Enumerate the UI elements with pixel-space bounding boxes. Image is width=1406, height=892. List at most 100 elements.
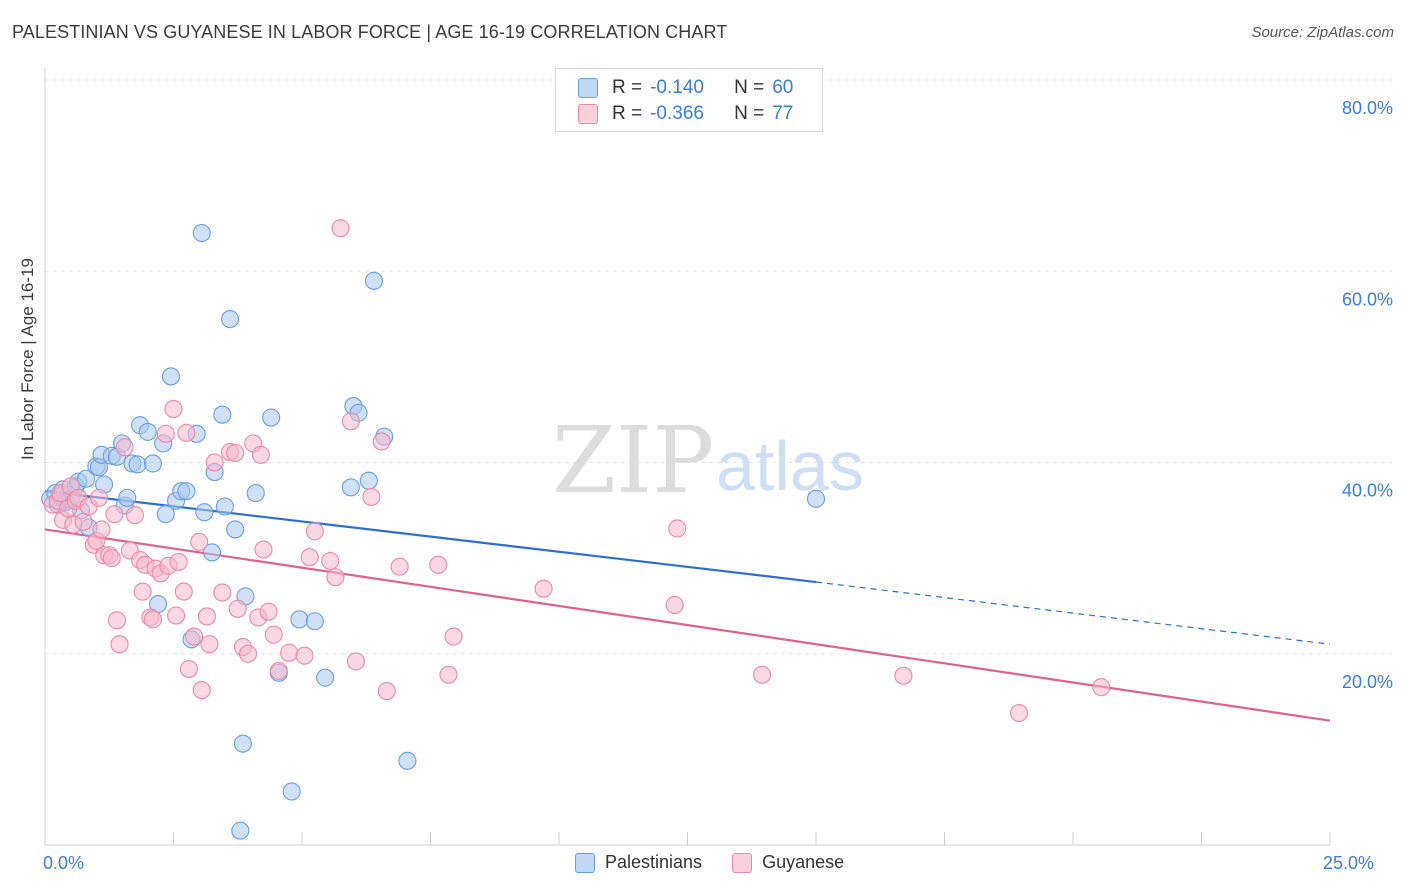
- guyanese-point: [179, 659, 198, 679]
- guyanese-point: [321, 551, 340, 571]
- guyanese-point: [228, 599, 247, 618]
- guyanese-point: [238, 644, 258, 663]
- n-value: 77: [772, 103, 794, 124]
- data-points: [41, 219, 1111, 840]
- guyanese-point: [200, 635, 219, 654]
- guyanese-point: [156, 424, 175, 443]
- guyanese-point: [269, 661, 288, 681]
- guyanese-point: [668, 519, 687, 538]
- palestinian-point: [226, 520, 245, 539]
- guyanese-point: [205, 453, 224, 472]
- palestinian-point: [282, 782, 301, 801]
- legend-swatch-palestinians: [575, 852, 595, 873]
- guyanese-point: [326, 568, 345, 587]
- watermark-atlas: atlas: [716, 427, 864, 505]
- legend-label-guyanese: Guyanese: [762, 852, 845, 872]
- guyanese-point: [110, 635, 129, 654]
- guyanese-point: [125, 506, 144, 525]
- y-tick-labels: 20.0% 40.0% 60.0% 80.0%: [1342, 98, 1393, 692]
- guyanese-point: [92, 520, 111, 539]
- guyanese-point: [177, 423, 196, 442]
- palestinian-point: [246, 484, 265, 503]
- palestinian-point: [118, 488, 137, 507]
- y-tick-label: 60.0%: [1342, 289, 1393, 309]
- legend-row-palestinians: R = -0.140 N = 60: [578, 76, 793, 100]
- guyanese-point: [185, 627, 204, 646]
- palestinian-trend-extension: [815, 581, 1331, 645]
- guyanese-point: [439, 665, 458, 684]
- palestinian-point: [341, 478, 360, 497]
- palestinian-point: [364, 271, 384, 290]
- guyanese-point: [174, 582, 193, 601]
- x-min-label: 0.0%: [43, 853, 85, 873]
- guyanese-point: [251, 445, 270, 464]
- guyanese-point: [254, 540, 273, 559]
- guyanese-point: [115, 438, 134, 457]
- r-label: R =: [612, 77, 643, 98]
- guyanese-point: [107, 611, 127, 630]
- guyanese-point: [143, 610, 162, 629]
- palestinian-point: [316, 668, 335, 687]
- guyanese-point: [167, 606, 186, 625]
- palestinian-point: [220, 310, 240, 329]
- palestinian-point: [262, 408, 281, 427]
- guyanese-point: [74, 512, 93, 531]
- guyanese-point: [102, 549, 121, 568]
- y-axis-title: In Labor Force | Age 16-19: [18, 258, 37, 460]
- guyanese-point: [280, 643, 299, 662]
- legend-row-guyanese: R = -0.366 N = 77: [578, 102, 793, 126]
- n-label: N =: [734, 103, 765, 124]
- legend-item-guyanese: Guyanese: [732, 852, 844, 873]
- n-label: N =: [734, 77, 765, 98]
- palestinian-point: [233, 734, 252, 753]
- chart-title: PALESTINIAN VS GUYANESE IN LABOR FORCE |…: [12, 22, 728, 42]
- palestinian-point: [138, 422, 157, 441]
- palestinian-point: [77, 469, 96, 488]
- watermark-zip: ZIP: [552, 407, 714, 514]
- guyanese-point: [169, 552, 188, 572]
- guyanese-point: [346, 652, 366, 671]
- palestinian-point: [203, 543, 222, 562]
- guyanese-point: [1092, 678, 1111, 697]
- axes: [44, 68, 1331, 846]
- guyanese-point: [300, 548, 319, 567]
- r-value: -0.366: [650, 103, 704, 124]
- palestinian-point: [195, 503, 214, 522]
- guyanese-point: [264, 625, 283, 644]
- guyanese-point: [305, 522, 324, 541]
- guyanese-point: [377, 681, 396, 701]
- guyanese-point: [372, 432, 391, 451]
- grid-lines: [45, 79, 1392, 655]
- guyanese-point: [213, 583, 232, 602]
- guyanese-point: [89, 488, 109, 507]
- r-value: -0.140: [650, 77, 704, 98]
- guyanese-point: [259, 602, 278, 621]
- palestinian-point: [177, 482, 196, 501]
- guyanese-point: [192, 681, 211, 700]
- guyanese-point: [362, 487, 381, 506]
- guyanese-point: [1009, 703, 1029, 723]
- guyanese-point: [444, 627, 463, 646]
- guyanese-point: [429, 555, 448, 574]
- guyanese-point: [226, 443, 245, 462]
- palestinian-point: [156, 505, 175, 524]
- palestinian-point: [128, 455, 147, 474]
- y-tick-label: 80.0%: [1342, 98, 1393, 118]
- guyanese-point: [133, 582, 152, 601]
- guyanese-point: [534, 579, 553, 598]
- x-max-label: 25.0%: [1323, 853, 1375, 873]
- palestinian-point: [305, 612, 324, 631]
- palestinian-point: [161, 367, 180, 386]
- guyanese-point: [331, 219, 350, 238]
- palestinian-point: [398, 751, 417, 770]
- series-legend: Palestinians Guyanese: [575, 852, 874, 873]
- guyanese-point: [197, 607, 216, 626]
- guyanese-point: [341, 412, 360, 431]
- source-label: Source: ZipAtlas.com: [1251, 24, 1394, 41]
- palestinian-point: [806, 489, 826, 508]
- palestinian-point: [215, 497, 234, 516]
- guyanese-point: [295, 646, 314, 665]
- palestinian-point: [192, 223, 211, 243]
- swatch-palestinians: [578, 78, 598, 98]
- legend-swatch-guyanese: [732, 852, 753, 873]
